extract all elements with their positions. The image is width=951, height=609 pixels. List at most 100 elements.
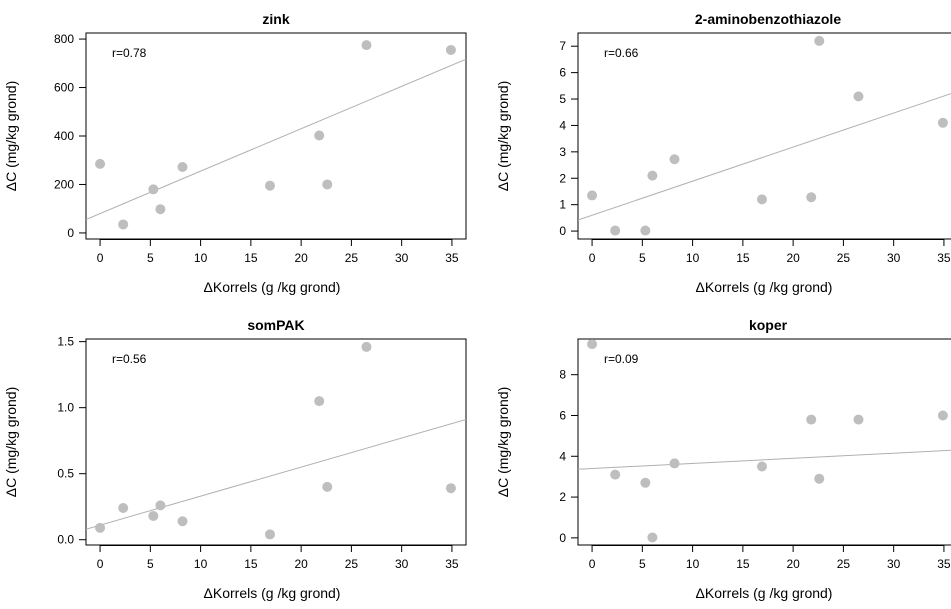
data-point (118, 219, 129, 230)
plot-frame (85, 338, 467, 546)
data-point (806, 414, 817, 425)
data-point (445, 44, 456, 55)
data-point (314, 396, 325, 407)
y-tick-label: 600 (54, 81, 74, 95)
x-axis-label: ΔKorrels (g /kg grond) (204, 585, 341, 601)
panel-title: 2-aminobenzothiazole (695, 11, 841, 27)
data-point (118, 503, 129, 514)
data-point (853, 414, 864, 425)
regression-line (86, 58, 466, 220)
x-tick-label: 15 (736, 557, 750, 571)
data-point (587, 190, 598, 201)
x-tick-label: 30 (887, 251, 901, 265)
data-point (937, 117, 948, 128)
y-tick-label: 400 (54, 129, 74, 143)
y-tick-label: 1.5 (57, 335, 74, 349)
regression-line (578, 93, 951, 221)
x-tick-label: 0 (589, 251, 596, 265)
x-tick-label: 10 (194, 557, 208, 571)
scatter-panel-4: koper 0 5 10 15 20 25 30 35 0 2 4 6 8 ΔKorrels (g /kg … (495, 317, 951, 601)
y-axis-label: ΔC (mg/kg grond) (3, 387, 19, 498)
scatter-panel-2: 2-aminobenzothiazole 0 5 10 15 20 25 30 35 0 1 2 3 4 5… (495, 11, 951, 295)
data-point (587, 339, 598, 350)
y-tick-label: 0.0 (57, 533, 74, 547)
x-tick-label: 20 (294, 251, 308, 265)
correlation-label: r=0.56 (112, 352, 147, 366)
data-point (148, 510, 159, 521)
y-tick-label: 8 (559, 368, 566, 382)
data-point (640, 225, 651, 236)
y-axis-label: ΔC (mg/kg grond) (495, 81, 511, 192)
data-point (177, 516, 188, 527)
y-tick-label: 0.5 (57, 467, 74, 481)
scatter-panel-3: somPAK 0 5 10 15 20 25 30 35 0.0 0.5 1.0 1.5 ΔKorrels… (3, 317, 467, 601)
regression-line (86, 418, 466, 530)
x-tick-label: 20 (786, 251, 800, 265)
x-tick-label: 20 (786, 557, 800, 571)
x-tick-label: 25 (837, 251, 851, 265)
correlation-label: r=0.09 (604, 352, 639, 366)
panel-title: zink (262, 11, 289, 27)
x-tick-label: 5 (147, 557, 154, 571)
x-axis-label: ΔKorrels (g /kg grond) (696, 279, 833, 295)
data-point (155, 204, 166, 215)
data-point (669, 154, 680, 165)
y-tick-label: 3 (559, 145, 566, 159)
x-axis-label: ΔKorrels (g /kg grond) (204, 279, 341, 295)
scatter-panel-1: zink 0 5 10 15 20 25 30 35 0 200 400 600 800 ΔKorrels … (3, 11, 467, 295)
x-tick-label: 30 (395, 251, 409, 265)
x-tick-label: 0 (589, 557, 596, 571)
y-tick-label: 2 (559, 171, 566, 185)
regression-line (578, 449, 951, 470)
data-point (361, 341, 372, 352)
data-point (647, 170, 658, 181)
x-tick-label: 25 (345, 251, 359, 265)
x-tick-label: 10 (686, 557, 700, 571)
x-tick-label: 35 (445, 251, 459, 265)
y-tick-label: 200 (54, 177, 74, 191)
data-point (610, 225, 621, 236)
data-point (95, 158, 106, 169)
y-tick-label: 2 (559, 490, 566, 504)
data-point (177, 162, 188, 173)
data-point (756, 194, 767, 205)
x-tick-label: 15 (244, 557, 258, 571)
x-tick-label: 30 (887, 557, 901, 571)
y-tick-label: 7 (559, 39, 566, 53)
data-point (814, 473, 825, 484)
x-tick-label: 25 (345, 557, 359, 571)
y-tick-label: 1.0 (57, 401, 74, 415)
data-point (445, 483, 456, 494)
plot-frame (577, 338, 951, 546)
x-tick-label: 35 (937, 557, 951, 571)
x-tick-label: 15 (736, 251, 750, 265)
y-tick-label: 0 (559, 224, 566, 238)
x-axis-label: ΔKorrels (g /kg grond) (696, 585, 833, 601)
y-axis-label: ΔC (mg/kg grond) (495, 387, 511, 498)
x-tick-label: 35 (937, 251, 951, 265)
plot-frame (577, 32, 951, 240)
data-point (640, 477, 651, 488)
x-tick-label: 10 (194, 251, 208, 265)
plot-frame (85, 32, 467, 240)
x-tick-label: 5 (639, 557, 646, 571)
data-point (814, 35, 825, 46)
x-tick-label: 25 (837, 557, 851, 571)
x-tick-label: 15 (244, 251, 258, 265)
y-tick-label: 6 (559, 66, 566, 80)
y-tick-label: 800 (54, 32, 74, 46)
data-point (361, 40, 372, 51)
data-point (647, 532, 658, 543)
data-point (314, 130, 325, 141)
y-tick-label: 0 (67, 226, 74, 240)
y-tick-label: 6 (559, 408, 566, 422)
x-tick-label: 10 (686, 251, 700, 265)
x-tick-label: 0 (97, 557, 104, 571)
x-tick-label: 5 (147, 251, 154, 265)
data-point (853, 91, 864, 102)
y-tick-label: 1 (559, 198, 566, 212)
y-axis-label: ΔC (mg/kg grond) (3, 81, 19, 192)
x-tick-label: 20 (294, 557, 308, 571)
data-point (148, 184, 159, 195)
